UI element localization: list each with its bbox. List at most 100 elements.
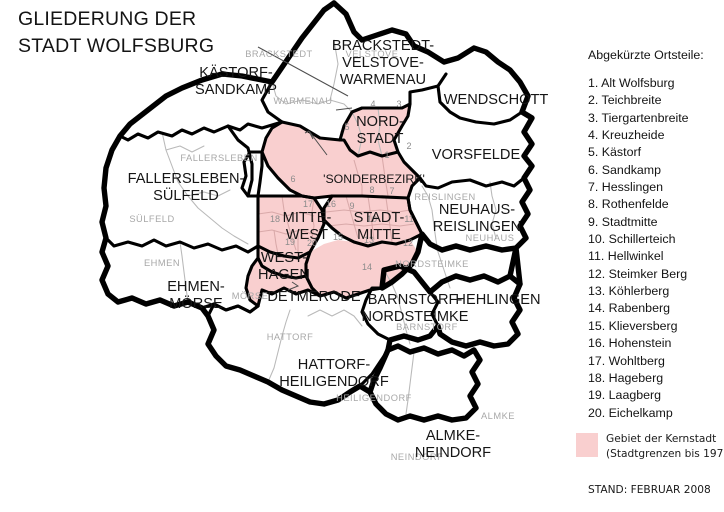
legend-item: 15. Klieversberg: [588, 318, 678, 333]
district-label-neuhaus-reislingen-2: REISLINGEN: [433, 219, 521, 235]
district-label-neuhaus-reislingen-1: NEUHAUS-: [439, 202, 515, 218]
district-label-kaestorf-sandkamp-1: KÄSTORF-: [199, 64, 273, 81]
num-label-1: 1: [384, 150, 389, 160]
district-label-barnstorf-nordsteimke-2: NORDSTEIMKE: [361, 309, 468, 325]
core-inner-boundaries: [257, 155, 415, 256]
ortsteil-label-ehmen: EHMEN: [144, 258, 180, 268]
ortsteil-label-fallersleben: FALLERSLEBEN: [180, 153, 257, 163]
ortsteil-label-nordsteimke: NORDSTEIMKE: [395, 259, 469, 269]
legend-item: 1. Alt Wolfsburg: [588, 76, 675, 90]
district-label-stadtmitte-1: STADT-: [354, 210, 405, 226]
map-svg: BRACKSTEDT VELSTOVE WARMENAU FALLERSLEBE…: [99, 0, 549, 462]
legend-item: 18. Hageberg: [588, 370, 664, 385]
num-label-4: 4: [370, 99, 375, 109]
district-label-mitte-west-1: MITTE-: [283, 210, 332, 226]
num-label-2: 2: [406, 141, 411, 151]
wolfsburg-district-map: BRACKSTEDT VELSTOVE WARMENAU FALLERSLEBE…: [62, 0, 574, 512]
ortsteil-label-reislingen: REISLINGEN: [414, 192, 475, 202]
legend-item: 11. Hellwinkel: [588, 249, 664, 264]
municipal-outer-border: [99, 0, 535, 423]
core-area-key: Gebiet der Kernstadt (Stadtgrenzen bis 1…: [576, 432, 724, 461]
num-label-13: 13: [364, 235, 374, 245]
ortsteil-label-hattorf: HATTORF: [267, 332, 314, 342]
shape-stadtmitte: [324, 196, 422, 246]
shape-sonderbezirk: [262, 122, 420, 198]
legend-item: 13. Köhlerberg: [588, 284, 670, 299]
shape-mitte-west: [258, 196, 324, 258]
shape-kaestorf-sandkamp: [120, 74, 282, 140]
district-label-fallersleben-suelfeld-1: FALLERSLEBEN-: [128, 171, 245, 187]
ortsteil-boundaries: [161, 39, 497, 415]
num-label-6: 6: [290, 174, 295, 184]
ortsteil-label-velstove: VELSTOVE: [346, 49, 399, 59]
leader-line-warmenau: [335, 107, 353, 111]
leader-line-sonderbezirk: [304, 130, 328, 156]
shape-detmerode: [246, 258, 320, 306]
legend-item: 2. Teichbreite: [588, 93, 662, 108]
district-label-kaestorf-sandkamp-2: SANDKAMP: [195, 82, 277, 98]
legend-panel: Abgekürzte Ortsteile: 1. Alt Wolfsburg 2…: [588, 48, 724, 422]
num-label-5: 5: [344, 122, 349, 132]
district-label-west-hagen-2: HAGEN: [258, 267, 310, 283]
num-label-20: 20: [307, 238, 317, 248]
num-label-3: 3: [396, 99, 401, 109]
district-label-hehlingen: HEHLINGEN: [455, 292, 540, 308]
legend-item: 20. Eichelkamp: [588, 405, 673, 420]
page-title: GLIEDERUNG DER STADT WOLFSBURG: [18, 6, 268, 60]
num-label-15: 15: [333, 232, 343, 242]
num-label-10: 10: [367, 214, 377, 224]
shape-neuhaus-reislingen: [408, 178, 530, 250]
district-label-brackstedt-velstove-warmenau-2: VELSTOVE-: [342, 55, 424, 71]
num-label-18: 18: [270, 214, 280, 224]
legend-heading: Abgekürzte Ortsteile:: [588, 48, 704, 62]
ortsteil-label-neuhaus: NEUHAUS: [466, 233, 515, 243]
district-label-brackstedt-velstove-warmenau-3: WARMENAU: [340, 72, 426, 88]
district-label-mitte-west-2: WEST: [286, 227, 328, 243]
district-label-nordstadt-1: NORD-: [356, 114, 404, 130]
district-label-hattorf-heiligendorf-2: HEILIGENDORF: [279, 374, 389, 390]
legend-item: 4. Kreuzheide: [588, 128, 665, 143]
leader-line-moerse: [287, 281, 300, 291]
num-label-14: 14: [362, 262, 372, 272]
num-label-9: 9: [349, 201, 354, 211]
ortsteil-label-moerse: MÖRSE: [232, 291, 269, 301]
legend-item: 14. Rabenberg: [588, 301, 670, 316]
district-label-almke-neindorf-1: ALMKE-: [426, 428, 480, 444]
district-label-stadtmitte-2: MITTE: [357, 227, 401, 243]
district-label-fallersleben-suelfeld-2: SÜLFELD: [153, 186, 219, 204]
legend-item: 19. Laagberg: [588, 388, 662, 403]
page-title-line-1: GLIEDERUNG DER: [18, 8, 197, 30]
ortsteil-label-heiligendorf: HEILIGENDORF: [336, 393, 412, 403]
shape-hehlingen: [430, 276, 520, 346]
ortsteil-label-warmenau: WARMENAU: [274, 96, 333, 106]
shape-brackstedt-velstove-warmenau: [262, 3, 446, 140]
num-label-17: 17: [303, 199, 313, 209]
ortsteil-label-suelfeld: SÜLFELD: [129, 214, 174, 224]
legend-item: 16. Hohenstein: [588, 336, 672, 351]
district-label-brackstedt-velstove-warmenau-1: BRACKSTEDT-: [332, 38, 434, 54]
leader-lines: [257, 46, 353, 291]
district-label-sonderbezirk: 'SONDERBEZIRK': [323, 172, 425, 186]
core-district-shapes: [246, 104, 422, 306]
legend-item: 8. Rothenfelde: [588, 197, 669, 212]
plain-district-shapes: [102, 3, 532, 420]
page-title-line-2: STADT WOLFSBURG: [18, 35, 215, 57]
shape-nordstadt: [340, 104, 410, 156]
core-area-swatch: [576, 433, 598, 457]
legend-item: 3. Tiergartenbreite: [588, 110, 689, 125]
legend-abbreviation-list: 1. Alt Wolfsburg 2. Teichbreite 3. Tierg…: [588, 75, 724, 422]
core-area-key-line-2: (Stadtgrenzen bis 1972: [606, 447, 724, 460]
core-area-key-line-1: Gebiet der Kernstadt: [606, 433, 717, 445]
core-area-key-text: Gebiet der Kernstadt (Stadtgrenzen bis 1…: [606, 432, 724, 461]
ortsteil-label-brackstedt: BRACKSTEDT: [245, 49, 313, 59]
district-label-barnstorf-nordsteimke-1: BARNSTORF-: [368, 292, 463, 308]
date-stamp: STAND: FEBRUAR 2008: [588, 484, 711, 496]
num-label-8: 8: [369, 185, 374, 195]
numbered-labels: 1 2 3 4 5 6 7 8 9 10 11 12 13 14 15 16 1…: [270, 99, 414, 272]
district-label-hattorf-heiligendorf-1: HATTORF-: [298, 357, 371, 373]
district-label-vorsfelde: VORSFELDE: [432, 147, 521, 163]
shape-ehmen-moerse: [102, 238, 268, 312]
legend-item: 7. Hesslingen: [588, 180, 664, 195]
district-label-wendschott: WENDSCHOTT: [444, 92, 549, 108]
ortsteil-label-almke: ALMKE: [481, 411, 515, 421]
